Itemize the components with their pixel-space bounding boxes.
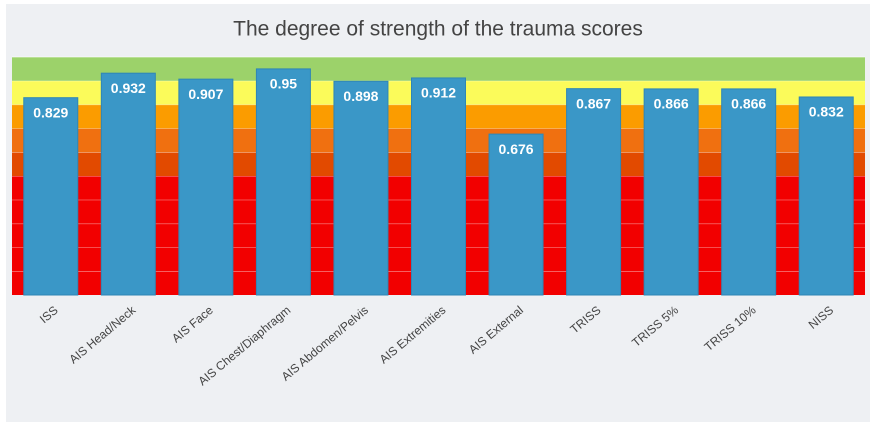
bar — [255, 68, 311, 296]
bar — [100, 72, 156, 296]
data-label: 0.676 — [499, 141, 534, 157]
data-label: 0.907 — [188, 86, 223, 102]
bar — [643, 88, 699, 296]
bar — [798, 96, 854, 296]
data-label: 0.867 — [576, 95, 611, 111]
data-label: 0.832 — [809, 104, 844, 120]
bar — [333, 80, 389, 296]
data-label: 0.912 — [421, 85, 456, 101]
bar — [411, 77, 466, 296]
bar — [23, 97, 79, 296]
data-label: 0.829 — [33, 104, 68, 120]
data-label: 0.898 — [343, 88, 378, 104]
bar — [721, 88, 777, 296]
bar — [488, 133, 544, 296]
data-label: 0.95 — [270, 76, 297, 92]
chart-title: The degree of strength of the trauma sco… — [233, 18, 643, 41]
band — [12, 57, 865, 81]
data-label: 0.932 — [111, 80, 146, 96]
data-label: 0.866 — [731, 96, 766, 112]
data-label: 0.866 — [654, 96, 689, 112]
bar — [566, 88, 622, 296]
bar — [178, 78, 234, 296]
